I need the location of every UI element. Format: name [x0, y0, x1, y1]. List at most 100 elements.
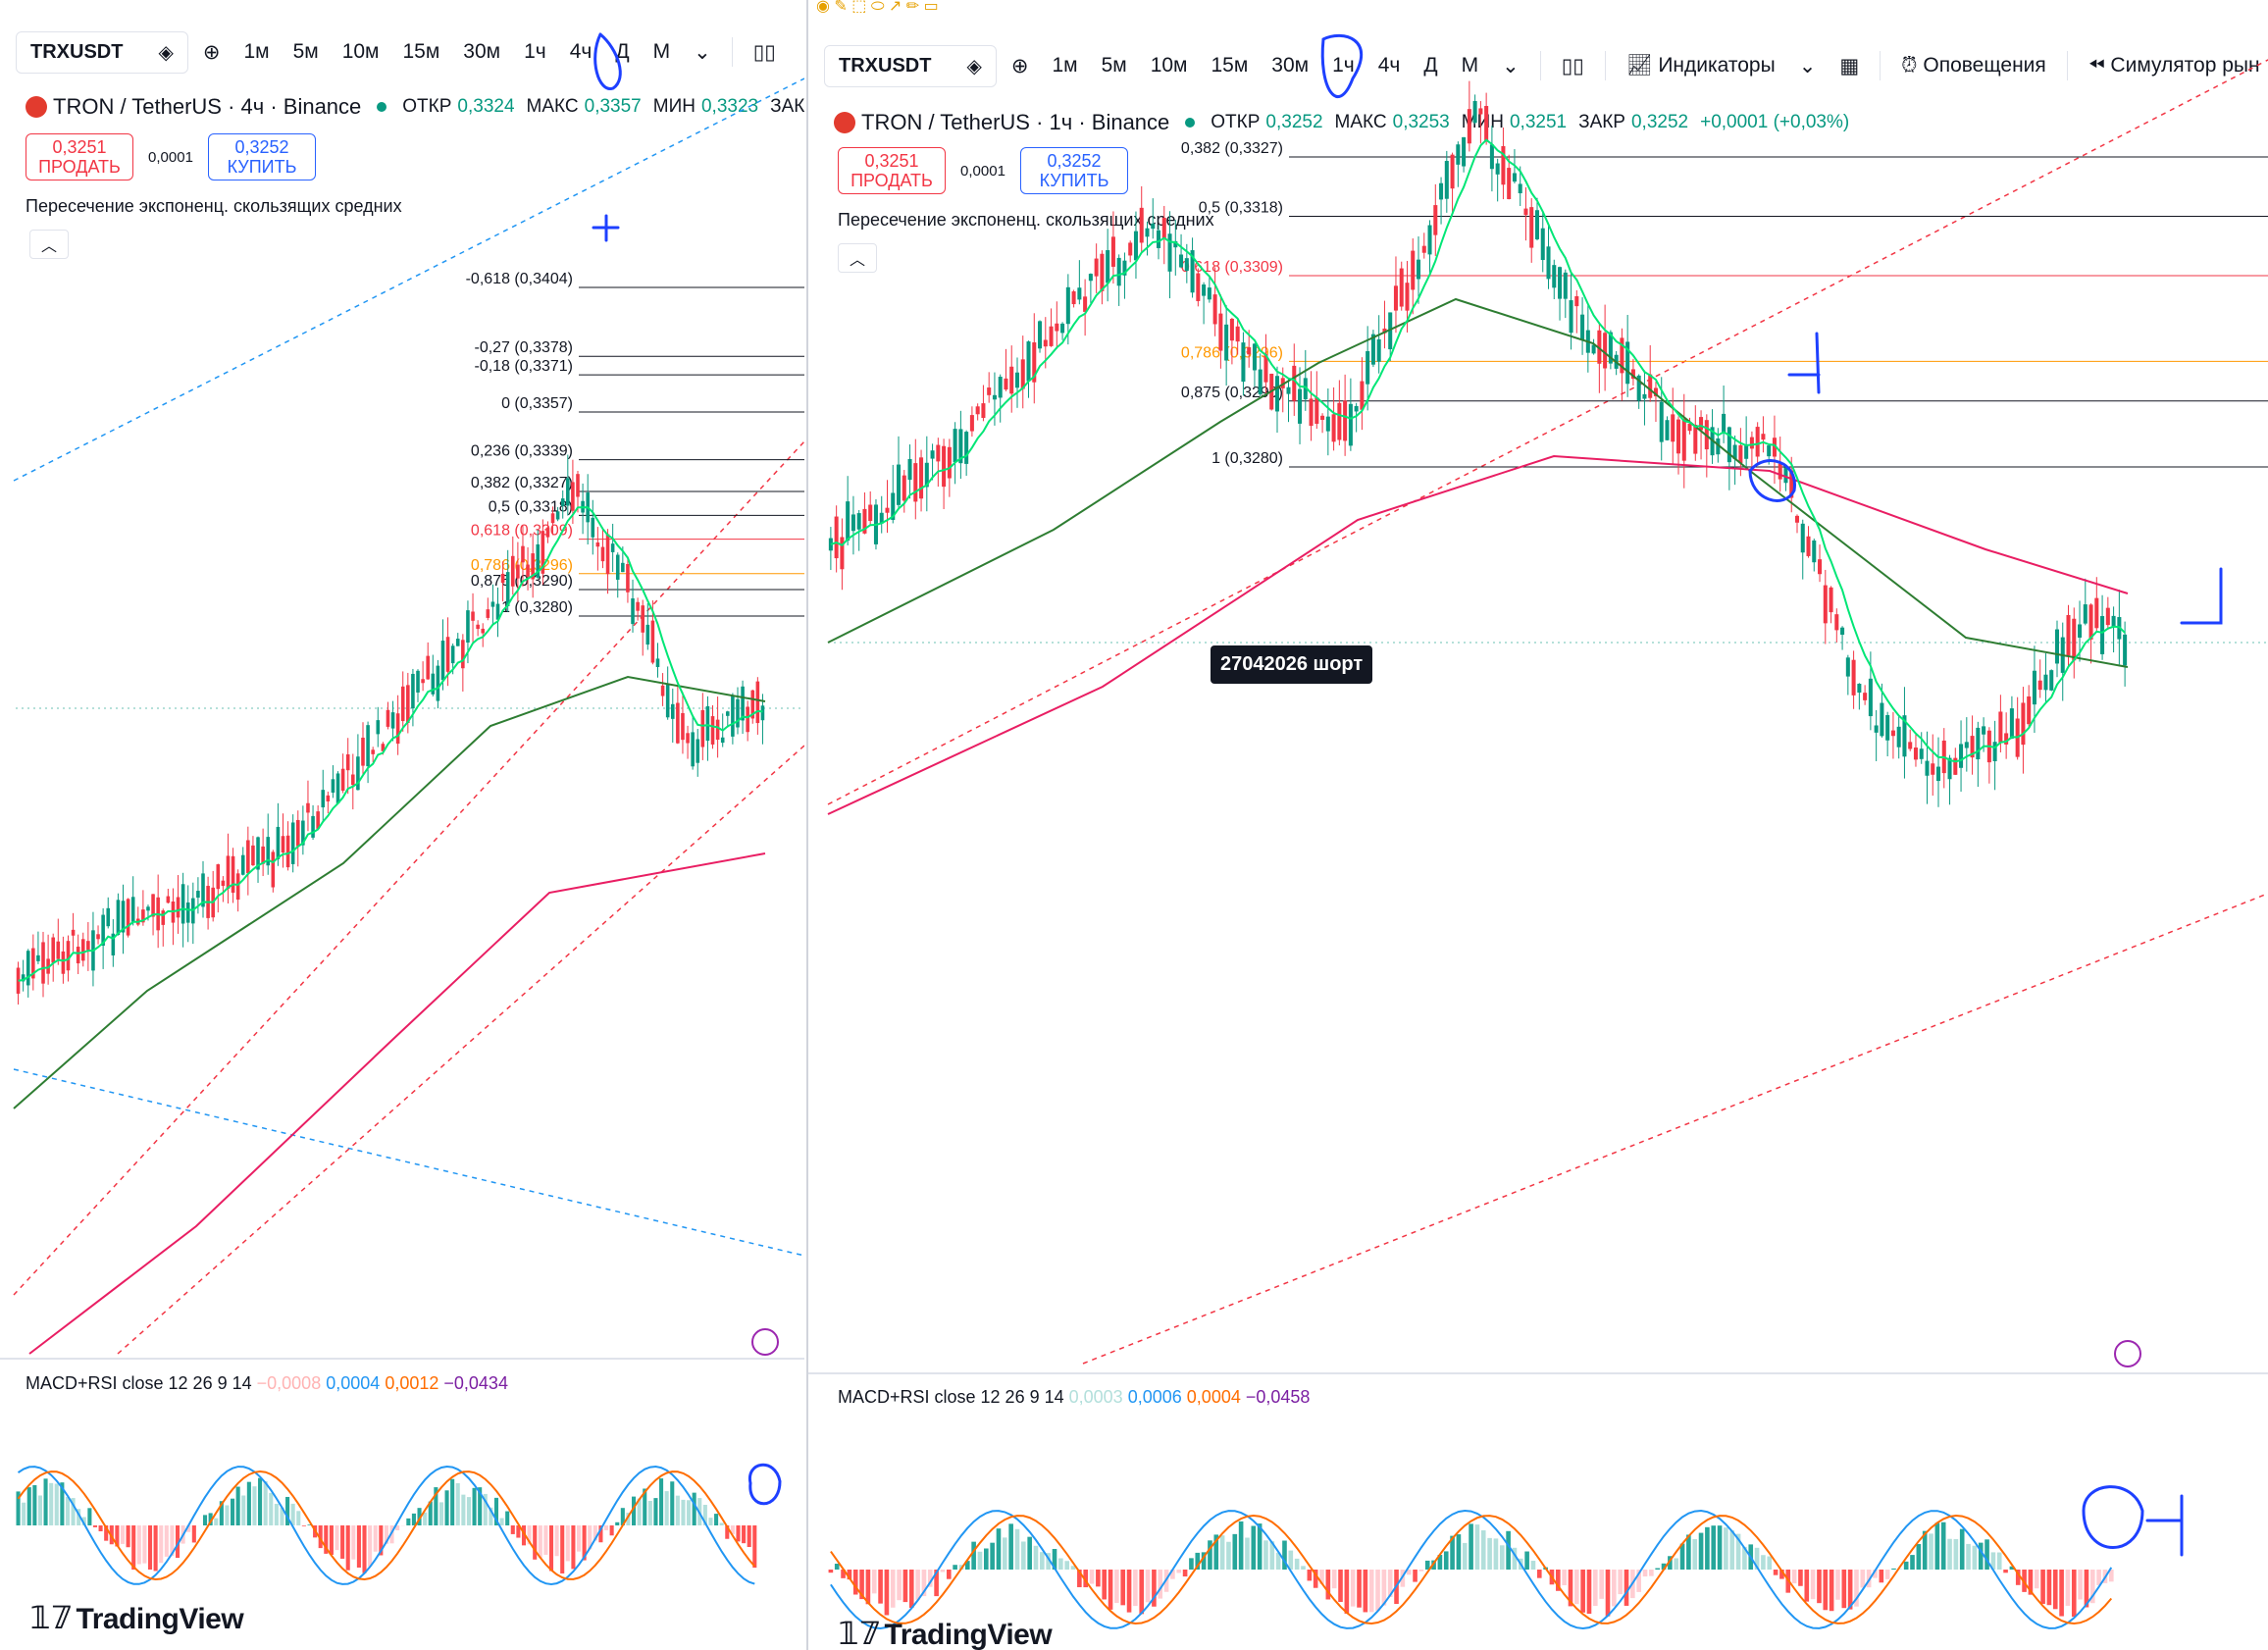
- layouts-icon[interactable]: ▦: [1839, 54, 1860, 77]
- indicators-button[interactable]: 📈︎ Индикаторы: [1618, 48, 1784, 83]
- macd-hist-bar: [1823, 1570, 1829, 1611]
- macd-hist-bar: [915, 1570, 920, 1600]
- right-toolbar: TRXUSDT ◈ ⊕ 1м 5м 10м 15м 30м 1ч 4ч Д М …: [808, 39, 2268, 92]
- collapse-legend-button[interactable]: ︿: [838, 243, 877, 273]
- candle-body: [1258, 369, 1263, 394]
- candle-body: [930, 450, 935, 459]
- compare-add-icon[interactable]: ⊕: [1010, 54, 1029, 77]
- macd-hist-bar: [1972, 1545, 1978, 1570]
- candle-body: [670, 703, 675, 719]
- buy-button[interactable]: 0,3252 КУПИТЬ: [208, 133, 316, 180]
- macd-hist-bar: [687, 1500, 692, 1525]
- interval-1h[interactable]: 1ч: [1332, 54, 1355, 77]
- tv-mark-icon: 𝟙𝟟: [838, 1616, 881, 1650]
- right-chart-panel[interactable]: ◉ ✎ ⬚ ⬭ ↗ ✏ ▭ TRXUSDT ◈ ⊕ 1м 5м 10м 15м …: [806, 0, 2268, 1650]
- candle-body: [31, 948, 35, 979]
- candle-body: [1151, 223, 1156, 230]
- tradingview-logo[interactable]: 𝟙𝟟 TradingView: [29, 1599, 244, 1636]
- indicator-name[interactable]: Пересечение экспоненц. скользящих средни…: [838, 210, 1214, 230]
- macd-hist-bar: [1014, 1528, 1020, 1570]
- candle-body: [1366, 350, 1370, 385]
- candle-body: [1738, 444, 1743, 464]
- candle-body: [958, 429, 963, 464]
- tradingview-logo[interactable]: 𝟙𝟟 TradingView: [838, 1615, 1053, 1650]
- candle-body: [271, 851, 276, 888]
- macd-hist-bar: [1798, 1570, 1803, 1586]
- sell-button[interactable]: 0,3251 ПРОДАТЬ: [838, 147, 946, 194]
- macd-hist-bar: [996, 1528, 1002, 1570]
- interval-4h[interactable]: 4ч: [1377, 54, 1401, 77]
- macd-hist-bar: [1226, 1541, 1231, 1570]
- candle-body: [1370, 334, 1375, 365]
- interval-1h[interactable]: 1ч: [524, 40, 546, 63]
- macd-hist-bar: [434, 1487, 438, 1525]
- candle-body: [1501, 145, 1506, 185]
- candles-icon[interactable]: ▯▯: [752, 40, 776, 64]
- macd-hist-bar: [1176, 1570, 1182, 1573]
- candle-body: [1580, 314, 1585, 340]
- macd-hist-bar: [1139, 1570, 1145, 1615]
- interval-10m[interactable]: 10м: [1150, 54, 1188, 77]
- macd-hist-bar: [878, 1570, 883, 1604]
- candle-body: [655, 658, 660, 667]
- alerts-button[interactable]: ⏰︎ Оповещения: [1892, 48, 2055, 83]
- macd-hist-bar: [516, 1525, 521, 1538]
- chevron-down-icon[interactable]: ⌄: [1798, 54, 1817, 77]
- macd-hist-bar: [1580, 1570, 1585, 1613]
- candle-body: [2078, 624, 2083, 639]
- chevron-down-icon[interactable]: ⌄: [1502, 54, 1520, 77]
- interval-1m[interactable]: 1м: [243, 40, 270, 63]
- interval-4h[interactable]: 4ч: [569, 40, 593, 63]
- interval-30m[interactable]: 30м: [1271, 54, 1310, 77]
- right-price-chart[interactable]: 0,382 (0,3327) 0,5 (0,3318) 0,618 (0,3309)…: [808, 0, 2268, 1650]
- candle-body: [471, 611, 475, 621]
- macd-hist-bar: [1344, 1570, 1350, 1614]
- candle-body: [555, 511, 560, 520]
- collapse-legend-button[interactable]: ︿: [29, 230, 69, 259]
- macd-hist-bar: [1294, 1558, 1300, 1570]
- interval-15m[interactable]: 15м: [1211, 54, 1249, 77]
- sell-button[interactable]: 0,3251 ПРОДАТЬ: [26, 133, 133, 180]
- symbol-search[interactable]: TRXUSDT ◈: [16, 30, 188, 74]
- indicator-name[interactable]: Пересечение экспоненц. скользящих средни…: [26, 196, 402, 216]
- chevron-down-icon[interactable]: ⌄: [694, 40, 711, 64]
- candle-body: [455, 639, 460, 646]
- interval-10m[interactable]: 10м: [341, 40, 380, 63]
- diamond-icon[interactable]: ◈: [966, 55, 982, 77]
- macd-hist-bar: [489, 1507, 493, 1525]
- macd-hist-bar: [136, 1525, 141, 1565]
- replay-button[interactable]: ⏪︎ Симулятор рын: [2080, 48, 2268, 83]
- symbol-search[interactable]: TRXUSDT ◈: [824, 44, 997, 87]
- candle-body: [1603, 333, 1608, 369]
- candle-body: [1880, 702, 1884, 737]
- diamond-icon[interactable]: ◈: [158, 41, 174, 64]
- candle-body: [1540, 228, 1545, 261]
- drawing-label-tooltip[interactable]: 27042026 шорт: [1211, 645, 1373, 684]
- interval-30m[interactable]: 30м: [463, 40, 501, 63]
- macd-name: MACD+RSI close 12 26 9 14: [838, 1387, 1064, 1407]
- interval-d[interactable]: Д: [615, 40, 630, 63]
- macd-hist-bar: [131, 1525, 136, 1571]
- interval-5m[interactable]: 5м: [1101, 54, 1127, 77]
- compare-add-icon[interactable]: ⊕: [202, 40, 221, 64]
- candle-body: [1744, 445, 1749, 459]
- candle-body: [345, 753, 350, 771]
- buy-button[interactable]: 0,3252 КУПИТЬ: [1020, 147, 1128, 194]
- left-price-chart[interactable]: -0,618 (0,3404) -0,27 (0,3378) -0,18 (0,33…: [0, 0, 804, 1650]
- macd-hist-bar: [335, 1525, 339, 1551]
- interval-d[interactable]: Д: [1423, 54, 1438, 77]
- candle-body: [1382, 328, 1387, 334]
- macd-hist-bar: [438, 1502, 443, 1525]
- interval-m[interactable]: М: [652, 40, 671, 63]
- left-chart-panel[interactable]: TRXUSDT ◈ ⊕ 1м 5м 10м 15м 30м 1ч 4ч Д М …: [0, 0, 804, 1650]
- interval-1m[interactable]: 1м: [1052, 54, 1078, 77]
- interval-m[interactable]: М: [1461, 54, 1479, 77]
- candle-body: [1055, 323, 1059, 332]
- interval-5m[interactable]: 5м: [292, 40, 319, 63]
- candle-body: [121, 901, 126, 933]
- candle-body: [1834, 614, 1839, 631]
- candles-icon[interactable]: ▯▯: [1561, 54, 1584, 77]
- macd-hist-bar: [670, 1481, 675, 1525]
- interval-15m[interactable]: 15м: [402, 40, 440, 63]
- candle-body: [1863, 693, 1868, 700]
